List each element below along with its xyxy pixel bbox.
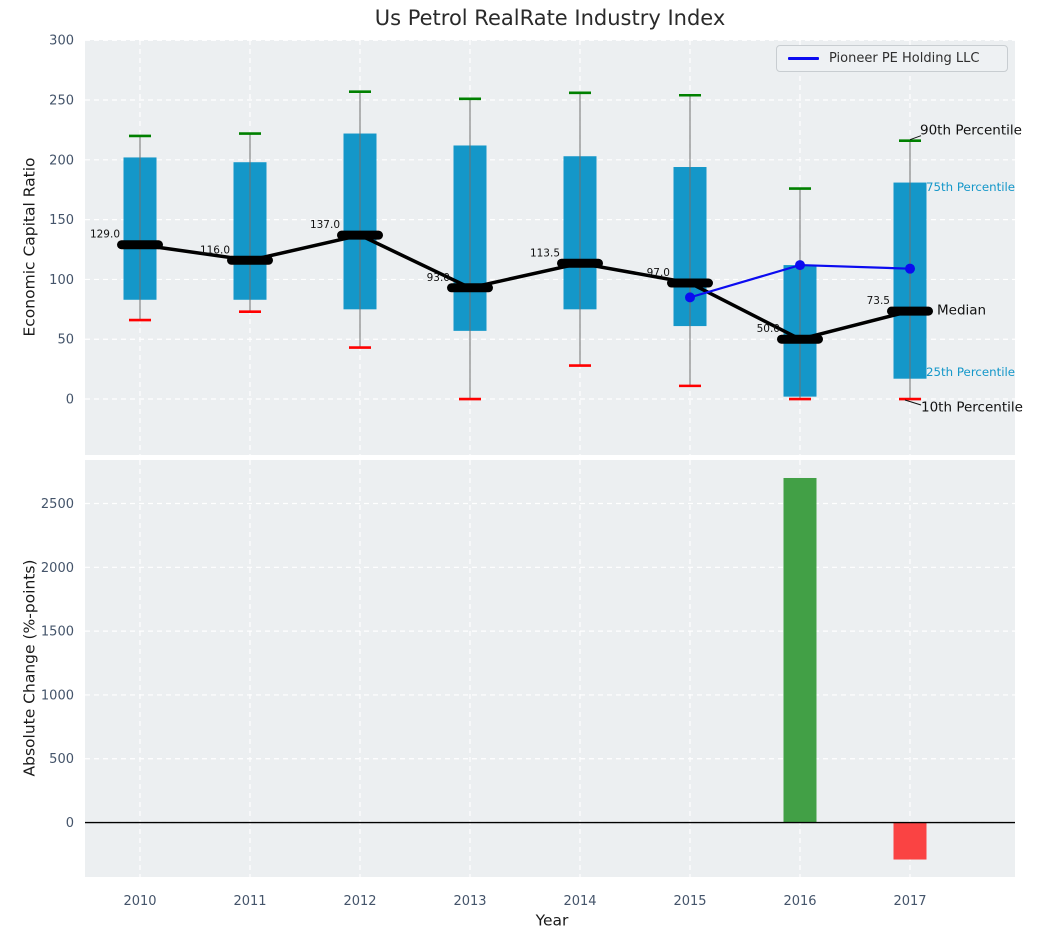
median-value-label: 50.0: [757, 323, 780, 335]
y-tick-label: 150: [49, 213, 74, 228]
annotation-90th-percentile: 90th Percentile: [920, 122, 1022, 139]
y-axis-label-bottom: Absolute Change (%-points): [20, 559, 39, 777]
y-tick-label: 300: [49, 34, 74, 49]
x-tick-label: 2016: [783, 894, 816, 909]
median-marker: [117, 240, 163, 250]
annotation-median: Median: [937, 302, 987, 319]
median-value-label: 116.0: [200, 244, 230, 256]
median-marker: [337, 230, 383, 240]
y-tick-label: 1000: [41, 688, 74, 703]
x-tick-label: 2011: [233, 894, 266, 909]
change-bar: [783, 477, 817, 823]
y-tick-label: 250: [49, 94, 74, 109]
pioneer-marker: [685, 292, 695, 303]
x-tick-label: 2013: [453, 894, 486, 909]
legend-label: Pioneer PE Holding LLC: [829, 51, 980, 66]
y-tick-label: 2000: [41, 561, 74, 576]
y-tick-label: 1500: [41, 625, 74, 640]
chart-title: Us Petrol RealRate Industry Index: [374, 6, 726, 30]
y-tick-label: 50: [57, 333, 74, 348]
median-value-label: 97.0: [647, 267, 670, 279]
median-value-label: 113.5: [530, 247, 560, 259]
x-tick-label: 2017: [893, 894, 926, 909]
x-tick-label: 2010: [123, 894, 156, 909]
bottom-panel-bg: [85, 460, 1015, 877]
median-value-label: 137.0: [310, 219, 340, 231]
median-marker: [447, 283, 493, 293]
x-tick-label: 2014: [563, 894, 596, 909]
annotation-75th-percentile: 75th Percentile: [926, 180, 1016, 195]
y-tick-label: 100: [49, 273, 74, 288]
change-bar: [893, 822, 927, 860]
median-value-label: 93.0: [427, 272, 450, 284]
x-tick-label: 2015: [673, 894, 706, 909]
y-tick-label: 0: [66, 816, 74, 831]
legend: Pioneer PE Holding LLC: [776, 45, 1008, 72]
annotation-10th-percentile: 10th Percentile: [921, 399, 1023, 416]
annotation-connector-90th: [909, 135, 922, 141]
y-tick-label: 0: [66, 393, 74, 408]
median-marker: [887, 306, 933, 316]
y-axis-label-top: Economic Capital Ratio: [20, 157, 39, 337]
y-tick-label: 200: [49, 153, 74, 168]
annotation-connector-10th: [904, 399, 922, 406]
legend-line-swatch: [788, 57, 819, 60]
median-marker: [777, 334, 823, 344]
median-marker: [227, 255, 273, 265]
median-marker: [557, 258, 603, 268]
median-marker: [667, 278, 713, 288]
pioneer-marker: [905, 263, 915, 274]
x-tick-label: 2012: [343, 894, 376, 909]
median-value-label: 73.5: [867, 295, 890, 307]
median-value-label: 129.0: [90, 229, 120, 241]
y-tick-label: 500: [49, 752, 74, 767]
annotation-25th-percentile: 25th Percentile: [926, 365, 1016, 380]
y-tick-label: 2500: [41, 497, 74, 512]
x-axis-label: Year: [535, 911, 569, 930]
pioneer-marker: [795, 260, 805, 271]
